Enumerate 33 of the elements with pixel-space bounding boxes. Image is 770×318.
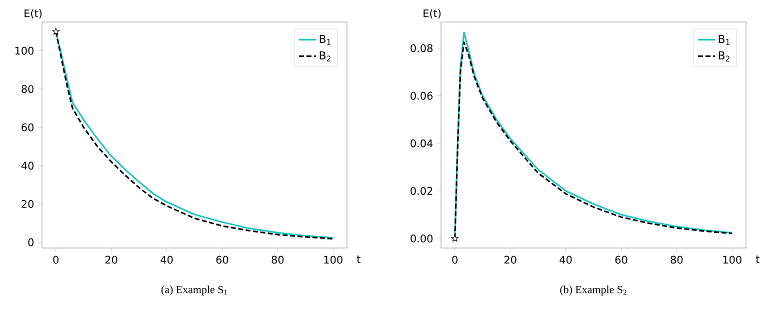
x-tick-label: 60	[615, 256, 628, 264]
y-tick-label: 0.06	[410, 92, 433, 100]
y-tick-label: 0.04	[410, 139, 433, 148]
legend-label: B$_{2}$	[718, 51, 730, 62]
x-tick-label: 40	[160, 256, 173, 264]
legend-label: B$_{1}$	[718, 34, 730, 45]
y-axis-title: E(t)	[424, 9, 441, 18]
y-tick-label: 20	[22, 200, 34, 208]
text: (a) Example S$_{1}$	[161, 286, 228, 296]
y-tick-label: 0.08	[410, 44, 433, 52]
y-tick-label: 0	[28, 238, 34, 246]
y-tick-label: 80	[22, 85, 34, 93]
y-axis-title: E(t)	[24, 9, 42, 18]
x-tick-label: 40	[560, 256, 572, 264]
x-tick-label: 20	[105, 256, 118, 264]
y-tick-label: 0.00	[410, 234, 433, 242]
y-tick-label: 60	[22, 123, 34, 132]
x-axis-title: t	[756, 256, 760, 263]
x-tick-label: 100	[324, 256, 342, 264]
x-tick-label: 80	[670, 256, 683, 264]
x-tick-label: 0	[452, 256, 458, 264]
y-tick-label: 40	[21, 162, 34, 170]
x-tick-label: 100	[723, 256, 742, 264]
x-tick-label: 80	[272, 256, 284, 264]
y-tick-label: 100	[15, 46, 34, 55]
x-tick-label: 60	[216, 256, 228, 264]
legend-label: B$_{1}$	[320, 34, 330, 45]
x-tick-label: 20	[504, 256, 516, 264]
y-tick-label: 0.02	[410, 186, 432, 195]
text: (b) Example S$_{2}$	[560, 286, 626, 296]
legend-label: B$_{2}$	[320, 51, 330, 62]
x-axis-title: t	[356, 256, 360, 263]
x-tick-label: 0	[53, 256, 58, 264]
